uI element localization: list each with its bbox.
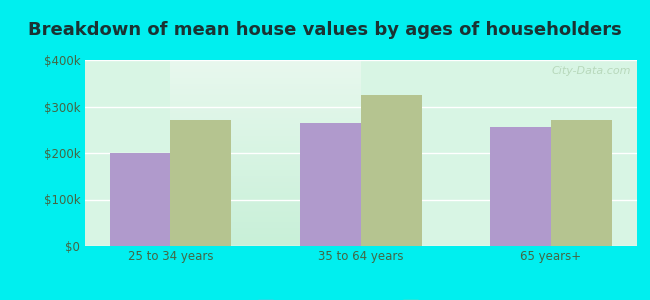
Bar bbox=[170, 120, 231, 246]
Bar bbox=[300, 123, 361, 246]
Legend: Germantown Hills, Illinois: Germantown Hills, Illinois bbox=[253, 295, 469, 300]
Bar bbox=[110, 153, 170, 246]
Bar bbox=[490, 128, 551, 246]
Text: Breakdown of mean house values by ages of householders: Breakdown of mean house values by ages o… bbox=[28, 21, 622, 39]
Text: City-Data.com: City-Data.com bbox=[552, 66, 632, 76]
Bar bbox=[551, 120, 612, 246]
Bar bbox=[361, 95, 422, 246]
